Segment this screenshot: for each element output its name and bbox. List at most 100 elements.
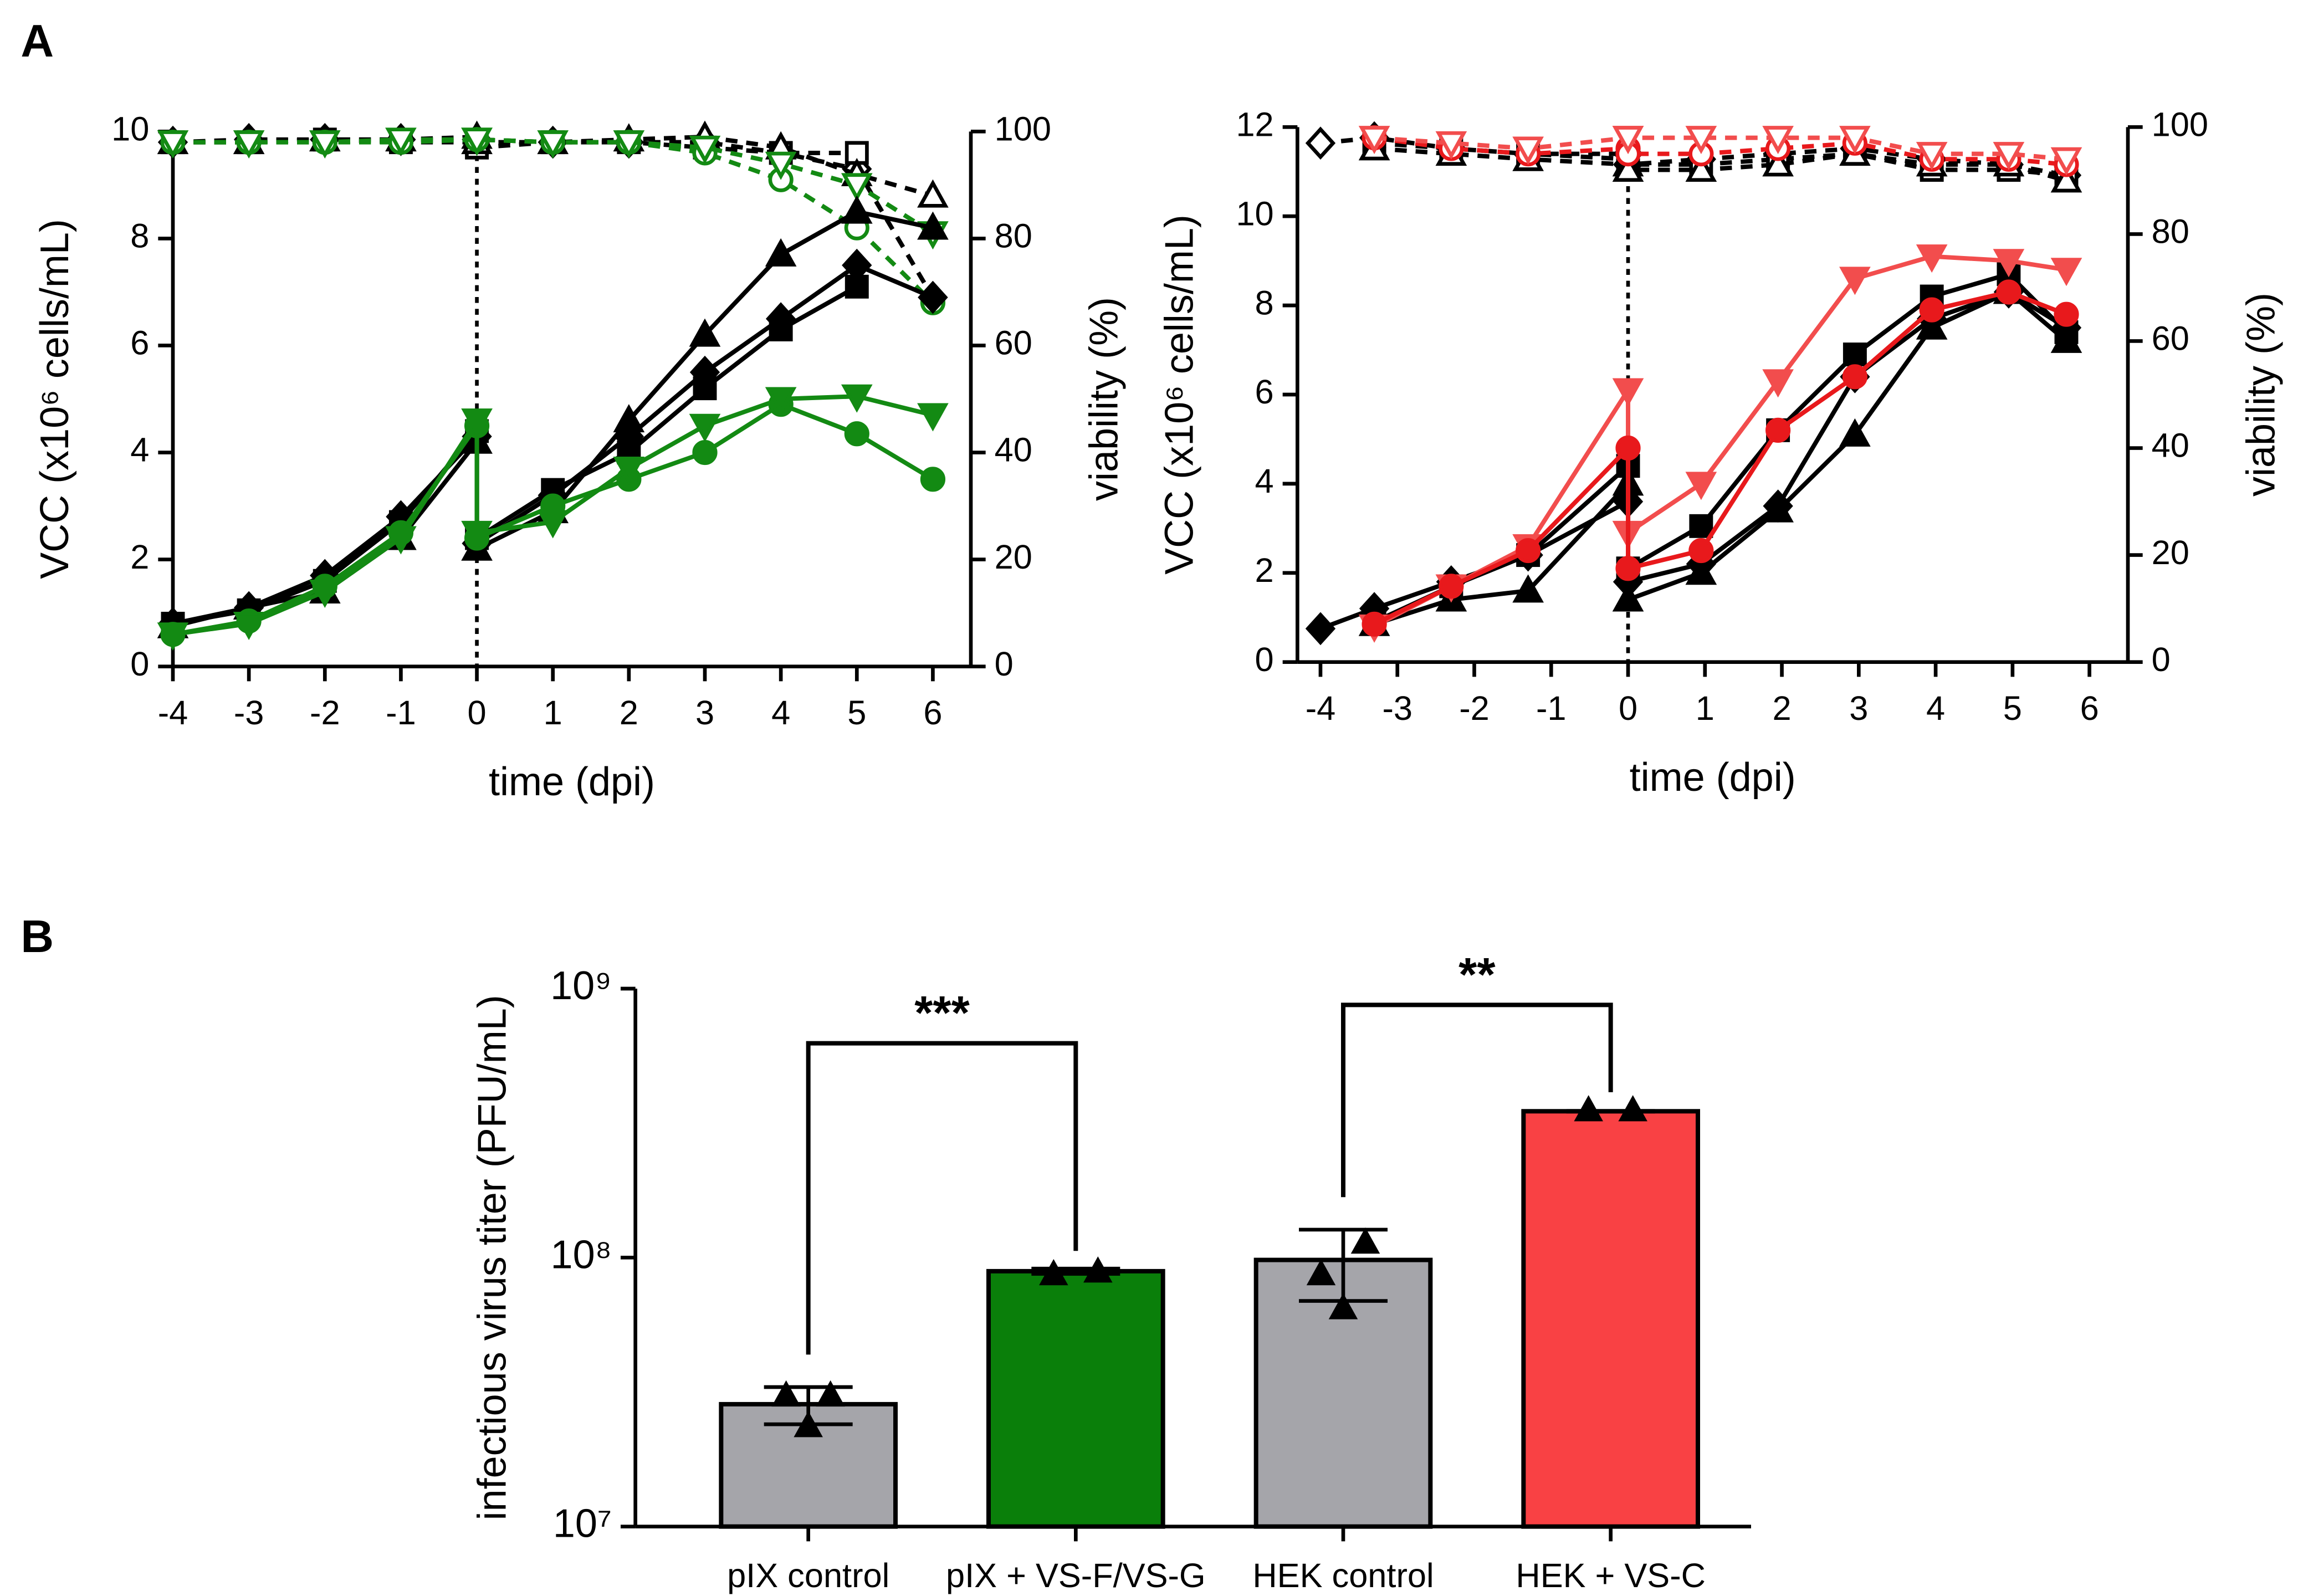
significance-label: *** — [914, 987, 970, 1040]
marker — [841, 384, 873, 413]
marker — [1685, 472, 1717, 500]
marker — [693, 376, 717, 401]
marker — [841, 195, 873, 224]
x-tick-label: 3 — [695, 693, 714, 732]
marker — [917, 211, 949, 240]
marker — [1612, 583, 1644, 612]
line-series — [172, 137, 935, 299]
marker — [845, 274, 869, 299]
marker — [1916, 142, 1948, 171]
marker — [461, 127, 493, 156]
marker — [1685, 154, 1717, 182]
marker — [1439, 574, 1464, 599]
marker — [1358, 126, 1390, 155]
y2-tick-label: 40 — [2152, 426, 2189, 464]
marker — [233, 611, 265, 640]
marker — [1839, 267, 1871, 295]
marker — [1993, 142, 2025, 171]
line-series — [1374, 135, 2067, 167]
marker — [2054, 301, 2079, 327]
marker — [794, 1411, 823, 1438]
marker — [1839, 418, 1871, 447]
marker — [1688, 538, 1714, 564]
y-tick-label: 4 — [130, 431, 149, 469]
marker — [841, 173, 873, 202]
y2-axis-label: viability (%) — [2239, 293, 2283, 497]
marker — [1762, 126, 1794, 155]
line-series — [172, 263, 934, 626]
x-tick-label: HEK control — [1252, 1556, 1434, 1594]
y2-tick-label: 100 — [995, 110, 1051, 148]
marker — [613, 130, 645, 159]
y2-tick-label: 0 — [995, 644, 1014, 683]
x-tick-label: HEK + VS-C — [1516, 1556, 1706, 1594]
marker — [769, 318, 793, 341]
x-tick-label: 3 — [1849, 689, 1868, 727]
marker — [1362, 611, 1387, 637]
y2-tick-label: 40 — [995, 431, 1032, 469]
marker — [1916, 311, 1948, 340]
marker — [461, 408, 493, 437]
bar — [986, 1268, 1165, 1529]
y-tick-label: 4 — [1255, 462, 1274, 500]
y-tick-label: 10 — [1236, 194, 1273, 232]
y2-tick-label: 60 — [995, 324, 1032, 362]
marker — [1689, 514, 1713, 538]
y2-tick-label: 60 — [2152, 319, 2189, 357]
marker — [917, 179, 949, 208]
x-axis-label: time (dpi) — [489, 760, 655, 804]
marker — [1919, 297, 1944, 323]
y-tick-label: 2 — [1255, 551, 1274, 589]
marker — [309, 580, 341, 608]
panel-label: B — [21, 910, 54, 962]
x-axis-label: time (dpi) — [1630, 755, 1796, 800]
marker — [1305, 126, 1336, 160]
marker — [537, 130, 569, 159]
x-tick-label: 5 — [847, 693, 866, 732]
marker — [2050, 324, 2082, 353]
marker — [920, 467, 946, 492]
x-tick-label: 0 — [1619, 689, 1637, 727]
marker — [1996, 279, 2021, 305]
x-tick-label: -3 — [234, 693, 264, 732]
y-tick-label: 8 — [1255, 283, 1274, 321]
x-tick-label: 1 — [544, 693, 562, 732]
marker — [689, 413, 721, 442]
line-series — [1320, 135, 2067, 178]
marker — [844, 421, 869, 447]
marker — [537, 510, 569, 539]
marker — [1612, 378, 1644, 407]
marker — [1762, 148, 1794, 177]
x-tick-label: 6 — [2080, 689, 2099, 727]
line-series — [172, 394, 934, 637]
y-tick-label: 6 — [130, 324, 149, 362]
y2-tick-label: 80 — [995, 217, 1032, 255]
marker — [157, 622, 189, 651]
marker — [1435, 131, 1467, 160]
line-series — [1319, 289, 2068, 631]
marker — [765, 387, 797, 416]
marker — [1328, 1293, 1358, 1319]
marker — [2050, 258, 2082, 287]
marker — [1083, 1256, 1113, 1283]
marker — [1612, 126, 1644, 155]
y-axis-label: VCC (x10⁶ cells/mL) — [1157, 214, 1201, 575]
y-tick-label: 2 — [130, 538, 149, 576]
x-tick-label: -1 — [1536, 689, 1567, 727]
marker — [1512, 136, 1544, 165]
marker — [1843, 342, 1867, 367]
x-tick-label: pIX control — [727, 1556, 889, 1594]
marker — [613, 457, 645, 485]
y-tick-label: 10⁸ — [551, 1232, 612, 1277]
y2-axis-label: viability (%) — [1082, 297, 1126, 501]
marker — [385, 127, 417, 156]
marker — [1615, 556, 1641, 581]
panel-label: A — [21, 15, 54, 66]
x-tick-label: 1 — [1696, 689, 1715, 727]
significance-bracket — [806, 1041, 1078, 1355]
x-tick-label: 4 — [1926, 689, 1945, 727]
y-axis-label: infectious virus titer (PFU/mL) — [470, 995, 514, 1520]
x-tick-label: 2 — [620, 693, 638, 732]
marker — [689, 135, 721, 164]
